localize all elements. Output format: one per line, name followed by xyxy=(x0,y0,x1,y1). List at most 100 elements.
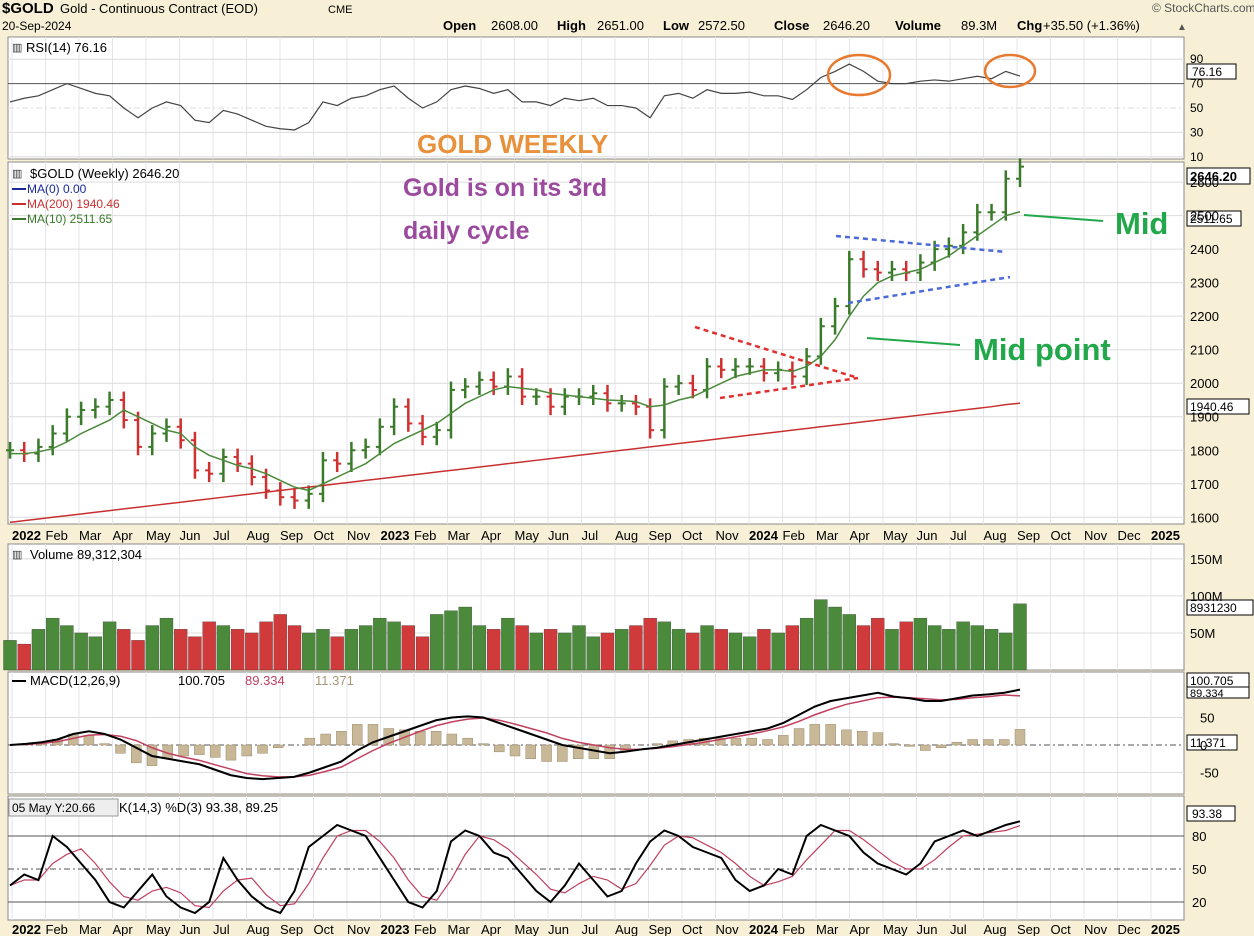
x-axis-label: Oct xyxy=(1051,528,1072,543)
macd-hist-bar xyxy=(273,744,284,748)
volume-bar xyxy=(558,632,572,671)
x-axis-label: Feb xyxy=(783,922,805,936)
volume-bar xyxy=(615,629,629,671)
ohlc-low-value: 2572.50 xyxy=(698,18,745,33)
macd-hist-bar xyxy=(620,744,631,751)
ohlc-chg-value: +35.50 (+1.36%) xyxy=(1043,18,1140,33)
x-axis-label: 2023 xyxy=(381,922,410,936)
svg-text:11.371: 11.371 xyxy=(1190,736,1226,750)
macd-hist-bar xyxy=(462,737,473,746)
price-tick-label: 1900 xyxy=(1190,410,1219,425)
rsi-settings-icon[interactable]: ▥ xyxy=(12,42,22,54)
macd-hist-bar xyxy=(983,739,994,746)
macd-hist-bar xyxy=(935,744,947,748)
exchange-label: CME xyxy=(328,4,352,16)
volume-bar xyxy=(572,625,586,671)
x-axis-label: Sep xyxy=(280,528,303,543)
volume-bar xyxy=(202,621,216,671)
x-axis-label: Oct xyxy=(1051,922,1072,936)
x-axis-label: Mar xyxy=(816,922,839,936)
macd-tick-label: 50 xyxy=(1200,711,1214,726)
annotation-midpoint-pointer xyxy=(866,337,961,346)
macd-hist-bar xyxy=(999,739,1010,746)
macd-hist-bar xyxy=(320,733,331,746)
x-axis-label: Apr xyxy=(113,922,134,936)
ohlc-volume-value: 89.3M xyxy=(961,18,997,33)
volume-bar xyxy=(686,632,700,671)
volume-bar xyxy=(927,625,942,671)
svg-text:76.16: 76.16 xyxy=(1192,65,1222,79)
svg-text:100.705: 100.705 xyxy=(1190,674,1234,688)
x-axis-label: Jun xyxy=(548,528,569,543)
svg-text:2646.20: 2646.20 xyxy=(1190,169,1237,184)
macd-hist-bar xyxy=(304,737,316,746)
volume-bar xyxy=(842,614,856,671)
x-axis-label: Jun xyxy=(917,922,938,936)
stoch-d-line xyxy=(9,825,1021,909)
x-axis-label: May xyxy=(883,528,908,543)
ohlc-high-value: 2651.00 xyxy=(597,18,644,33)
macd-hist-bar xyxy=(83,735,95,746)
ma200-value-box: 1940.46 xyxy=(1186,398,1250,415)
x-axis-label: May xyxy=(515,528,540,543)
macd-hist-bar xyxy=(730,737,742,746)
x-axis-label: Mar xyxy=(79,922,102,936)
volume-bar xyxy=(486,629,501,671)
volume-bar xyxy=(785,625,800,671)
macd-legend-value: 100.705 xyxy=(178,673,225,688)
rsi-tick-label: 10 xyxy=(1190,150,1204,164)
ma10-value-box: 2511.65 xyxy=(1186,210,1242,227)
volume-bar xyxy=(828,606,842,671)
x-axis-label: Oct xyxy=(314,922,335,936)
volume-bar xyxy=(46,617,60,671)
x-axis-label: Jul xyxy=(213,922,230,936)
x-axis-label: Sep xyxy=(1017,922,1040,936)
stoch-tooltip-box xyxy=(8,798,119,817)
volume-bar xyxy=(444,610,458,671)
x-axis-label: Sep xyxy=(649,922,672,936)
price-tick-label: 2300 xyxy=(1190,276,1219,291)
macd-hist-bar xyxy=(746,737,757,746)
volume-bar xyxy=(472,625,487,671)
price-tick-label: 2600 xyxy=(1190,175,1219,190)
macd-hist-bar xyxy=(793,728,805,746)
symbol-title: $GOLD xyxy=(2,0,54,17)
rsi-tick-label: 90 xyxy=(1190,52,1204,66)
macd-legend-signal: 89.334 xyxy=(245,673,285,688)
volume-bar xyxy=(230,629,245,671)
x-axis-label: 2024 xyxy=(749,528,779,543)
ohlc-close-value: 2646.20 xyxy=(823,18,870,33)
x-axis-label: Apr xyxy=(481,922,502,936)
price-last-box: 2646.20 xyxy=(1186,167,1251,185)
volume-bar xyxy=(316,629,330,671)
volume-settings-icon[interactable]: ▥ xyxy=(12,549,22,561)
macd-hist-bar xyxy=(209,744,221,758)
rsi-value-box: 76.16 xyxy=(1186,63,1237,80)
price-tick-label: 2000 xyxy=(1190,376,1219,391)
macd-tick-label: -50 xyxy=(1200,766,1219,781)
macd-hist-bar xyxy=(651,743,663,746)
volume-bar xyxy=(458,606,472,671)
volume-bar xyxy=(188,636,202,671)
volume-bar xyxy=(60,625,74,671)
volume-bar xyxy=(245,632,259,671)
x-axis-label: May xyxy=(146,528,171,543)
x-axis-label: Apr xyxy=(850,528,871,543)
macd-hist-bar xyxy=(478,743,489,746)
macd-hist-bar xyxy=(494,744,505,753)
volume-bar xyxy=(728,632,743,671)
x-axis-label: Aug xyxy=(615,528,638,543)
volume-bar xyxy=(302,632,316,671)
x-axis-label: Aug xyxy=(247,922,270,936)
macd-hist-bar xyxy=(178,744,189,757)
x-axis-label: 2022 xyxy=(12,528,41,543)
volume-bar xyxy=(430,614,444,671)
price-tick-label: 2500 xyxy=(1190,209,1219,224)
volume-tick-label: 100M xyxy=(1190,589,1223,604)
x-axis-label: Nov xyxy=(716,922,740,936)
volume-bar xyxy=(3,640,17,671)
price-settings-icon[interactable]: ▥ xyxy=(12,168,22,180)
x-axis-label: Mar xyxy=(79,528,102,543)
ma200-line xyxy=(9,402,1021,524)
volume-bar xyxy=(856,625,871,671)
